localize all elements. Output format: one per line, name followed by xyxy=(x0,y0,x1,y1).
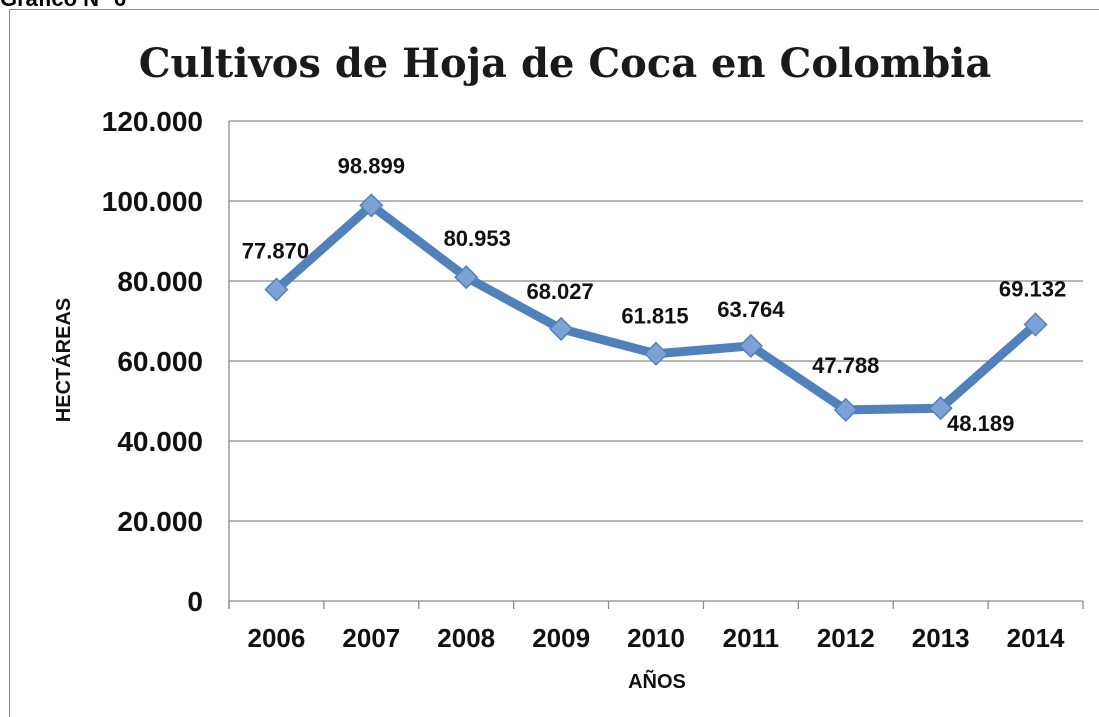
x-axis-label: AÑOS xyxy=(628,670,686,693)
x-tick-label: 2014 xyxy=(1007,623,1065,653)
x-tick-label: 2007 xyxy=(342,623,400,653)
data-point-marker xyxy=(928,396,953,421)
data-label: 68.027 xyxy=(526,279,593,304)
x-tick-label: 2012 xyxy=(817,623,875,653)
y-tick-label: 80.000 xyxy=(117,266,203,297)
data-label: 47.788 xyxy=(812,353,879,378)
y-tick-labels: 0 20.000 40.000 60.000 80.000 100.000 120.000 xyxy=(102,106,203,617)
series-markers xyxy=(264,193,1048,422)
x-tick-label: 2009 xyxy=(532,623,590,653)
x-tick-label: 2013 xyxy=(912,623,970,653)
figure-caption: Gráfico N° 6 xyxy=(0,0,126,12)
x-tick-label: 2006 xyxy=(248,623,306,653)
data-label: 98.899 xyxy=(338,153,405,178)
data-point-marker xyxy=(454,265,479,290)
y-tick-label: 100.000 xyxy=(102,186,203,217)
chart-frame xyxy=(9,9,1099,717)
data-label: 77.870 xyxy=(242,239,309,264)
x-axis: 2006 2007 2008 2009 2010 2011 2012 2013 2014 xyxy=(228,600,1084,653)
x-tick-label: 2008 xyxy=(437,623,495,653)
data-point-marker xyxy=(359,193,384,218)
data-labels: 77.870 98.899 80.953 68.027 61.815 63.764 47.7… xyxy=(242,153,1066,436)
y-tick-label: 20.000 xyxy=(117,506,203,537)
y-tick-label: 0 xyxy=(187,586,203,617)
x-tick-label: 2010 xyxy=(627,623,685,653)
data-point-marker xyxy=(264,277,289,302)
data-point-marker xyxy=(643,341,669,366)
data-point-marker xyxy=(549,316,574,341)
data-label: 69.132 xyxy=(999,276,1066,301)
data-point-marker xyxy=(833,397,858,422)
y-axis-label: HECTÁREAS xyxy=(52,298,75,422)
data-label: 63.764 xyxy=(717,297,785,322)
y-tick-label: 40.000 xyxy=(117,426,203,457)
y-tick-label: 60.000 xyxy=(117,346,203,377)
x-tick-label: 2011 xyxy=(723,623,779,653)
data-label: 80.953 xyxy=(444,226,511,251)
chart-title: Cultivos de Hoja de Coca en Colombia xyxy=(139,40,992,87)
data-label: 48.189 xyxy=(947,411,1014,436)
data-label: 61.815 xyxy=(621,304,688,329)
data-point-marker xyxy=(1023,312,1048,337)
data-point-marker xyxy=(738,333,763,359)
y-tick-label: 120.000 xyxy=(102,106,203,137)
